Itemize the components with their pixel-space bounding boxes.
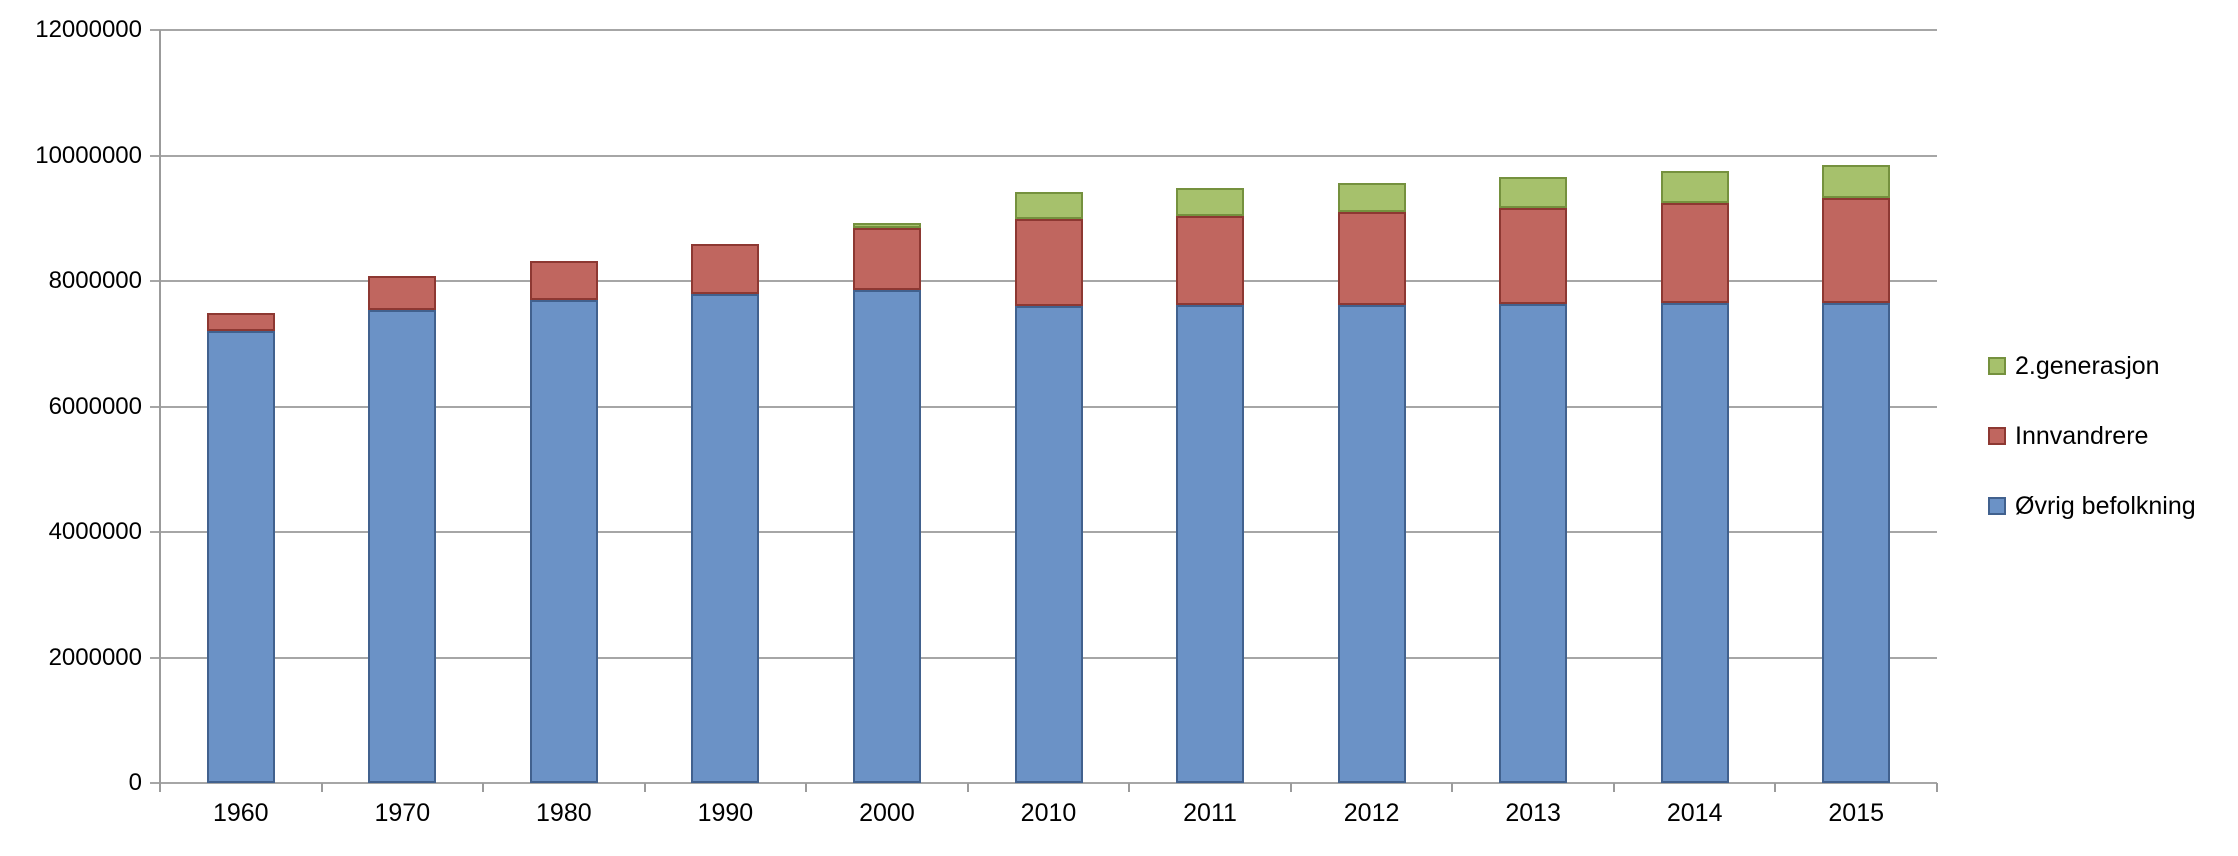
x-axis-tick [643,783,646,792]
x-axis-tick-label: 2011 [1183,799,1237,827]
bar-segment-2000-innvandrere [852,227,921,291]
bar-2000 [852,0,921,783]
bar-2015 [1822,0,1891,783]
bar-2012 [1337,0,1406,783]
legend-label: Øvrig befolkning [2015,491,2196,520]
bar-segment-1990--vrig-befolkning [691,293,760,783]
x-axis-tick [805,783,808,792]
bar-segment-2010-2-generasjon [1014,192,1083,220]
y-axis-tick-label: 10000000 [35,141,142,169]
bar-segment-1970--vrig-befolkning [368,309,437,783]
bar-segment-2014--vrig-befolkning [1660,303,1729,783]
y-axis-tick-label: 4000000 [48,518,142,545]
legend-item-2-generasjon: 2.generasjon [1988,351,2160,381]
x-axis-tick [966,783,969,792]
y-gridline [150,29,1937,31]
x-axis-tick-label: 1990 [697,799,754,827]
y-gridline [150,154,1937,157]
x-axis-tick [1774,783,1777,792]
y-gridline [150,782,1937,784]
x-axis-tick-label: 2000 [859,799,915,827]
x-axis-tick-label: 2014 [1666,799,1723,827]
bar-2013 [1499,0,1568,783]
bar-segment-2014-innvandrere [1660,202,1729,304]
bar-segment-2012-innvandrere [1337,212,1406,305]
bar-segment-2015-2-generasjon [1822,164,1891,198]
bar-segment-2010-innvandrere [1014,219,1083,307]
bar-2011 [1176,0,1245,783]
y-axis-tick-label: 2000000 [48,643,142,671]
bar-segment-2013-innvandrere [1499,207,1568,304]
legend-label: Innvandrere [2015,421,2149,450]
x-axis-tick [1936,783,1938,792]
bar-segment-2000-2-generasjon [852,222,921,228]
legend-swatch-icon [1988,497,2006,515]
bar-segment-2015-innvandrere [1822,197,1891,303]
bar-segment-2011-innvandrere [1176,216,1245,306]
legend-label: 2.generasjon [2015,351,2160,380]
x-axis-tick-label: 2013 [1505,799,1561,827]
bar-segment-2013--vrig-befolkning [1499,303,1568,783]
x-axis-tick [1451,783,1454,792]
bar-segment-1980-innvandrere [529,260,598,301]
bar-1960 [206,0,275,783]
y-axis-tick-label: 0 [128,769,142,796]
bar-segment-2011-2-generasjon [1176,188,1245,217]
legend-swatch-icon [1988,357,2006,375]
x-axis-tick-label: 2012 [1343,799,1400,827]
bar-segment-2013-2-generasjon [1499,177,1568,208]
bar-segment-1970-innvandrere [368,276,437,310]
legend-item-innvandrere: Innvandrere [1988,421,2148,451]
bar-segment-2012--vrig-befolkning [1337,304,1406,783]
bar-2010 [1014,0,1083,783]
x-axis-tick [1289,783,1292,792]
y-axis-line [159,30,161,792]
y-axis-tick-label: 6000000 [48,392,142,420]
bar-segment-1980--vrig-befolkning [529,300,598,783]
bar-segment-1960-innvandrere [206,312,275,332]
x-axis-tick-label: 2015 [1828,799,1885,827]
x-axis-tick [320,783,323,792]
x-axis-tick [1128,783,1131,792]
bar-segment-2015--vrig-befolkning [1822,302,1891,783]
legend-swatch-icon [1988,427,2006,445]
y-axis-tick-label: 12000000 [35,16,142,43]
x-axis-tick [1612,783,1615,792]
x-axis-tick-label: 1980 [536,799,592,827]
x-axis-tick [159,783,161,792]
legend-item--vrig-befolkning: Øvrig befolkning [1988,491,2196,521]
bar-segment-1990-innvandrere [691,244,760,294]
x-axis-tick-label: 2010 [1020,799,1077,827]
x-axis-tick-label: 1960 [212,799,269,827]
bar-segment-2012-2-generasjon [1337,183,1406,213]
bar-1970 [368,0,437,783]
x-axis-tick-label: 1970 [374,799,431,827]
bar-segment-2011--vrig-befolkning [1176,305,1245,783]
bar-1990 [691,0,760,783]
bar-segment-1960--vrig-befolkning [206,331,275,783]
bar-1980 [529,0,598,783]
bar-segment-2014-2-generasjon [1660,171,1729,203]
bar-segment-2000--vrig-befolkning [852,290,921,783]
bar-2014 [1660,0,1729,783]
x-axis-tick [482,783,485,792]
y-axis-tick-label: 8000000 [48,267,142,294]
bar-segment-2010--vrig-befolkning [1014,306,1083,783]
